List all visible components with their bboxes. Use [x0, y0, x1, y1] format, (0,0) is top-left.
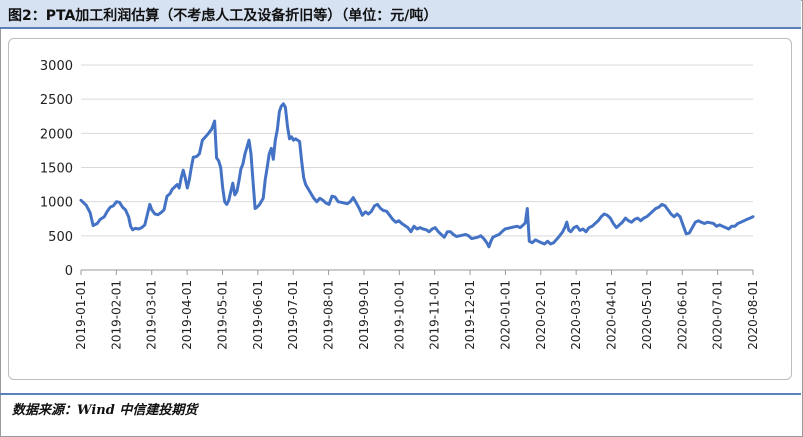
- y-tick-label: 2500: [40, 93, 73, 108]
- x-tick-label: 2020-01-01: [498, 280, 512, 350]
- chart-title: 图2：PTA加工利润估算（不考虑人工及设备折旧等）（单位：元/吨）: [8, 8, 438, 24]
- x-tick-label: 2020-08-01: [746, 280, 760, 350]
- chart-area: 0 500 1000 1500 2000 2500 3000 2019-01-01 2019-…: [8, 38, 792, 380]
- x-tick-label: 2019-11-01: [428, 280, 442, 350]
- x-tick-label: 2019-06-01: [251, 280, 265, 350]
- series-group: [79, 102, 755, 249]
- x-tick-label: 2019-09-01: [357, 280, 371, 350]
- x-tick-label: 2019-04-01: [180, 280, 194, 350]
- x-axis: 2019-01-01 2019-02-01 2019-03-01 2019-04-01…: [74, 270, 760, 350]
- x-tick-label: 2019-07-01: [286, 280, 300, 350]
- x-tick-label: 2019-03-01: [145, 280, 159, 350]
- x-tick-label: 2019-12-01: [463, 280, 477, 350]
- x-tick-label: 2019-01-01: [74, 280, 88, 350]
- y-tick-label: 2000: [40, 127, 73, 142]
- x-tick-label: 2020-03-01: [569, 280, 583, 350]
- gridlines: [81, 64, 753, 271]
- y-tick-label: 1000: [40, 196, 73, 211]
- x-tick-label: 2019-05-01: [215, 280, 229, 350]
- y-tick-label: 500: [48, 230, 73, 245]
- title-bar: 图2：PTA加工利润估算（不考虑人工及设备折旧等）（单位：元/吨）: [0, 0, 801, 29]
- data-source: 数据来源：Wind 中信建投期货: [12, 403, 198, 418]
- y-axis-ticks: 0 500 1000 1500 2000 2500 3000: [40, 59, 73, 279]
- x-tick-label: 2019-08-01: [322, 280, 336, 350]
- x-tick-label: 2020-05-01: [640, 280, 654, 350]
- x-tick-label: 2020-02-01: [534, 280, 548, 350]
- series-line-pta-profit: [79, 102, 755, 249]
- y-tick-label: 3000: [40, 59, 73, 74]
- y-tick-label: 0: [65, 264, 73, 279]
- x-tick-label: 2019-10-01: [392, 280, 406, 350]
- x-tick-label: 2019-02-01: [109, 280, 123, 350]
- x-tick-label: 2020-07-01: [711, 280, 725, 350]
- x-tick-label: 2020-04-01: [605, 280, 619, 350]
- y-tick-label: 1500: [40, 162, 73, 177]
- x-tick-label: 2020-06-01: [675, 280, 689, 350]
- source-divider: [0, 393, 801, 395]
